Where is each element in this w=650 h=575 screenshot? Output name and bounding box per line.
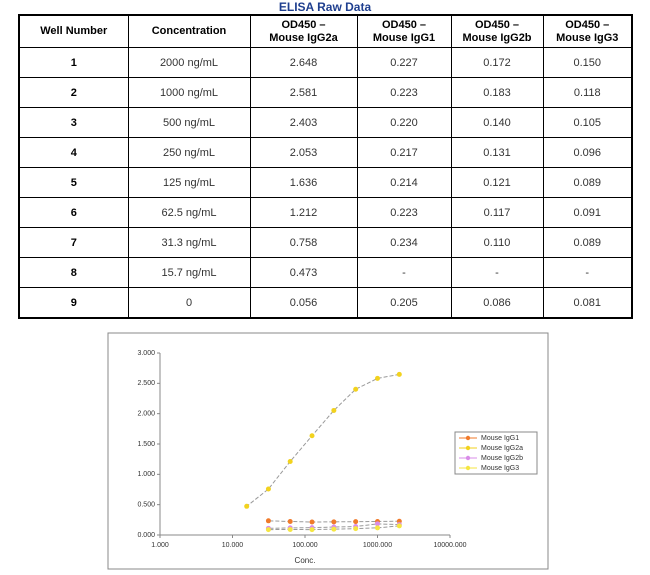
data-table: Well Number Concentration OD450 – Mouse Ig… <box>18 14 633 319</box>
table-row: 5 125 ng/mL 1.636 0.214 0.121 0.089 <box>18 167 633 198</box>
table-cell: 0.473 <box>249 257 358 288</box>
table-cell: 9 <box>18 287 129 319</box>
data-point <box>353 519 359 525</box>
table-cell: 0.118 <box>542 77 633 108</box>
x-tick-label: 10000.000 <box>433 542 466 549</box>
table-cell: 31.3 ng/mL <box>127 227 251 258</box>
data-point <box>396 523 402 529</box>
legend-marker <box>465 465 471 471</box>
title: ELISA Raw Data <box>278 0 372 14</box>
table-cell: 0.081 <box>542 287 633 319</box>
data-point <box>331 407 337 413</box>
y-tick-label: 1.000 <box>137 471 155 478</box>
data-point <box>396 371 402 377</box>
y-tick-label: 0.000 <box>137 532 155 539</box>
x-tick-label: 100.000 <box>292 542 317 549</box>
x-tick-label: 1.000 <box>151 542 169 549</box>
legend-marker <box>465 445 471 451</box>
table-cell: 7 <box>18 227 129 258</box>
table-cell: 0.172 <box>450 47 544 78</box>
data-point <box>287 458 293 464</box>
table-cell: 0.089 <box>542 167 633 198</box>
legend-label: Mouse IgG1 <box>481 435 519 442</box>
legend-label: Mouse IgG3 <box>481 465 519 472</box>
table-cell: 15.7 ng/mL <box>127 257 251 288</box>
table-cell: 0.056 <box>249 287 358 319</box>
data-point <box>331 519 337 525</box>
table-cell: 3 <box>18 107 129 138</box>
data-point <box>265 527 271 533</box>
data-point <box>309 519 315 525</box>
table-cell: - <box>542 257 633 288</box>
data-point <box>375 525 380 531</box>
data-point <box>309 527 315 533</box>
legend-marker <box>465 455 471 461</box>
table-row: 9 0 0.056 0.205 0.086 0.081 <box>18 287 633 319</box>
header-row: Well Number Concentration OD450 – Mouse Ig… <box>18 14 633 48</box>
table-cell: 500 ng/mL <box>127 107 251 138</box>
x-tick-label: 1000.000 <box>363 542 392 549</box>
table-cell: 0.091 <box>542 197 633 228</box>
data-point <box>375 521 380 527</box>
table-cell: 0.105 <box>542 107 633 138</box>
table-cell: 250 ng/mL <box>127 137 251 168</box>
legend-label: Mouse IgG2b <box>481 455 523 462</box>
table-cell: - <box>356 257 452 288</box>
header-cell: OD450 – Mouse IgG1 <box>356 14 452 48</box>
data-point <box>287 518 293 524</box>
data-point <box>353 386 359 392</box>
table-row: 3 500 ng/mL 2.403 0.220 0.140 0.105 <box>18 107 633 138</box>
table-cell: 0.217 <box>356 137 452 168</box>
table-cell: 0.205 <box>356 287 452 319</box>
table-cell: 0.183 <box>450 77 544 108</box>
table-cell: 1.212 <box>249 197 358 228</box>
table-cell: - <box>450 257 544 288</box>
header-cell: OD450 – Mouse IgG3 <box>542 14 633 48</box>
x-axis-label: Conc. <box>295 556 316 565</box>
table-cell: 2000 ng/mL <box>127 47 251 78</box>
series-line <box>246 373 400 507</box>
data-point <box>244 503 250 509</box>
data-point <box>265 518 271 524</box>
legend-label: Mouse IgG2a <box>481 445 523 452</box>
y-tick-label: 3.000 <box>137 350 155 357</box>
y-tick-label: 1.500 <box>137 441 155 448</box>
table-cell: 0.086 <box>450 287 544 319</box>
table-body: 1 2000 ng/mL 2.648 0.227 0.172 0.150 2 1000 ng/… <box>18 47 633 319</box>
data-point <box>353 526 359 532</box>
table-row: 2 1000 ng/mL 2.581 0.223 0.183 0.118 <box>18 77 633 108</box>
table-cell: 2 <box>18 77 129 108</box>
table-cell: 8 <box>18 257 129 288</box>
data-point <box>265 486 271 492</box>
table-row: 8 15.7 ng/mL 0.473- - - <box>18 257 633 288</box>
table-cell: 0.096 <box>542 137 633 168</box>
data-point <box>309 433 315 439</box>
y-tick-label: 2.500 <box>137 380 155 387</box>
table-cell: 0.758 <box>249 227 358 258</box>
y-tick-label: 0.500 <box>137 502 155 509</box>
table-cell: 6 <box>18 197 129 228</box>
table-cell: 2.581 <box>249 77 358 108</box>
table-row: 6 62.5 ng/mL 1.212 0.223 0.117 0.091 <box>18 197 633 228</box>
y-tick-label: 2.000 <box>137 411 155 418</box>
table-cell: 0 <box>127 287 251 319</box>
x-tick-label: 10.000 <box>222 542 244 549</box>
data-point <box>375 375 380 381</box>
table-cell: 5 <box>18 167 129 198</box>
table-cell: 0.117 <box>450 197 544 228</box>
table-cell: 125 ng/mL <box>127 167 251 198</box>
table-cell: 0.234 <box>356 227 452 258</box>
data-point <box>331 526 337 532</box>
header-cell: OD450 – Mouse IgG2b <box>450 14 544 48</box>
table-cell: 1000 ng/mL <box>127 77 251 108</box>
header-cell: Well Number <box>18 14 129 48</box>
data-point <box>287 526 293 532</box>
legend-marker <box>465 435 471 441</box>
